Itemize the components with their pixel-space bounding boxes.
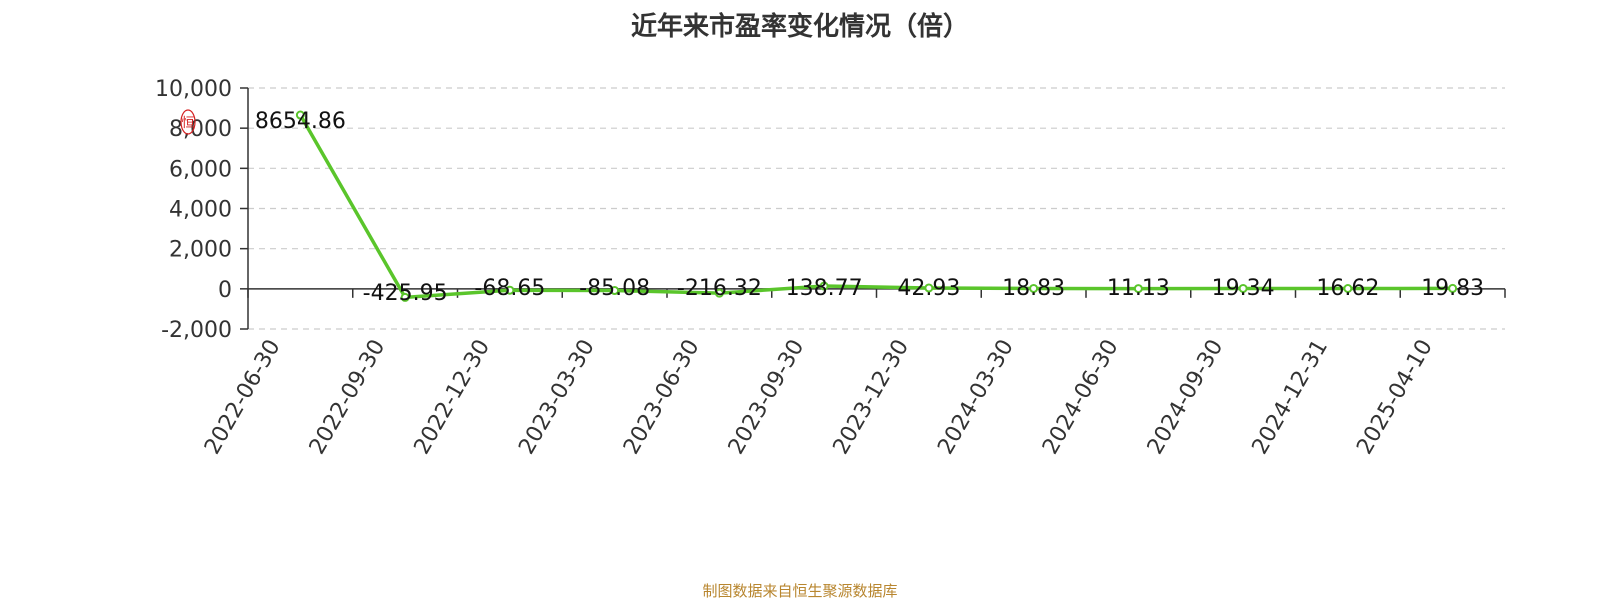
data-source-note: 制图数据来自恒生聚源数据库: [702, 582, 898, 600]
data-label: -68.65: [474, 276, 545, 301]
data-label: 19.83: [1421, 276, 1484, 301]
x-tick-label: 2024-12-31: [1247, 336, 1333, 459]
x-tick-label: 2023-12-30: [828, 336, 914, 459]
data-point: [714, 288, 724, 298]
x-tick-label: 2022-12-30: [409, 336, 495, 459]
y-tick-label: -2,000: [161, 318, 232, 343]
data-point: [1448, 283, 1458, 293]
x-tick-label: 2022-09-30: [305, 336, 391, 459]
data-point: [1029, 283, 1039, 293]
data-label: -216.32: [677, 276, 762, 301]
data-point: [1343, 283, 1353, 293]
data-label: -425.95: [363, 281, 448, 306]
data-point: [924, 283, 934, 293]
series-line: [298, 114, 1453, 300]
y-tick-label: 2,000: [169, 238, 232, 263]
data-point: [610, 286, 620, 296]
x-tick-label: 2023-09-30: [724, 336, 810, 459]
x-tick-label: 2024-09-30: [1143, 336, 1229, 459]
data-point: [400, 292, 410, 302]
seal-icon-text: 恒: [181, 116, 194, 131]
data-label: 138.77: [786, 276, 863, 301]
x-tick-label: 2025-04-10: [1352, 336, 1438, 459]
y-tick-label: 10,000: [155, 77, 232, 102]
data-point: [505, 285, 515, 295]
data-point: [1133, 284, 1143, 294]
x-tick-label: 2024-06-30: [1038, 336, 1124, 459]
seal-icon: [180, 109, 196, 135]
x-tick-label: 2023-06-30: [619, 336, 705, 459]
data-label: 11.13: [1107, 276, 1170, 301]
x-tick-label: 2022-06-30: [200, 336, 286, 459]
data-label: 19.34: [1212, 276, 1275, 301]
y-tick-label: 0: [218, 278, 232, 303]
x-tick-label: 2023-03-30: [514, 336, 600, 459]
x-tick-label: 2024-03-30: [933, 336, 1019, 459]
y-tick-label: 6,000: [169, 157, 232, 182]
data-label: 18.83: [1002, 276, 1065, 301]
y-tick-label: 8,000: [169, 117, 232, 142]
data-label: 16.62: [1316, 276, 1379, 301]
data-label: 8654.86: [255, 109, 346, 134]
data-label: 42.93: [897, 276, 960, 301]
chart-title: 近年来市盈率变化情况（倍）: [630, 12, 969, 42]
data-point: [1238, 283, 1248, 293]
data-label: -85.08: [579, 276, 650, 301]
y-tick-label: 4,000: [169, 198, 232, 223]
data-point: [819, 281, 829, 291]
data-point: [295, 110, 305, 120]
